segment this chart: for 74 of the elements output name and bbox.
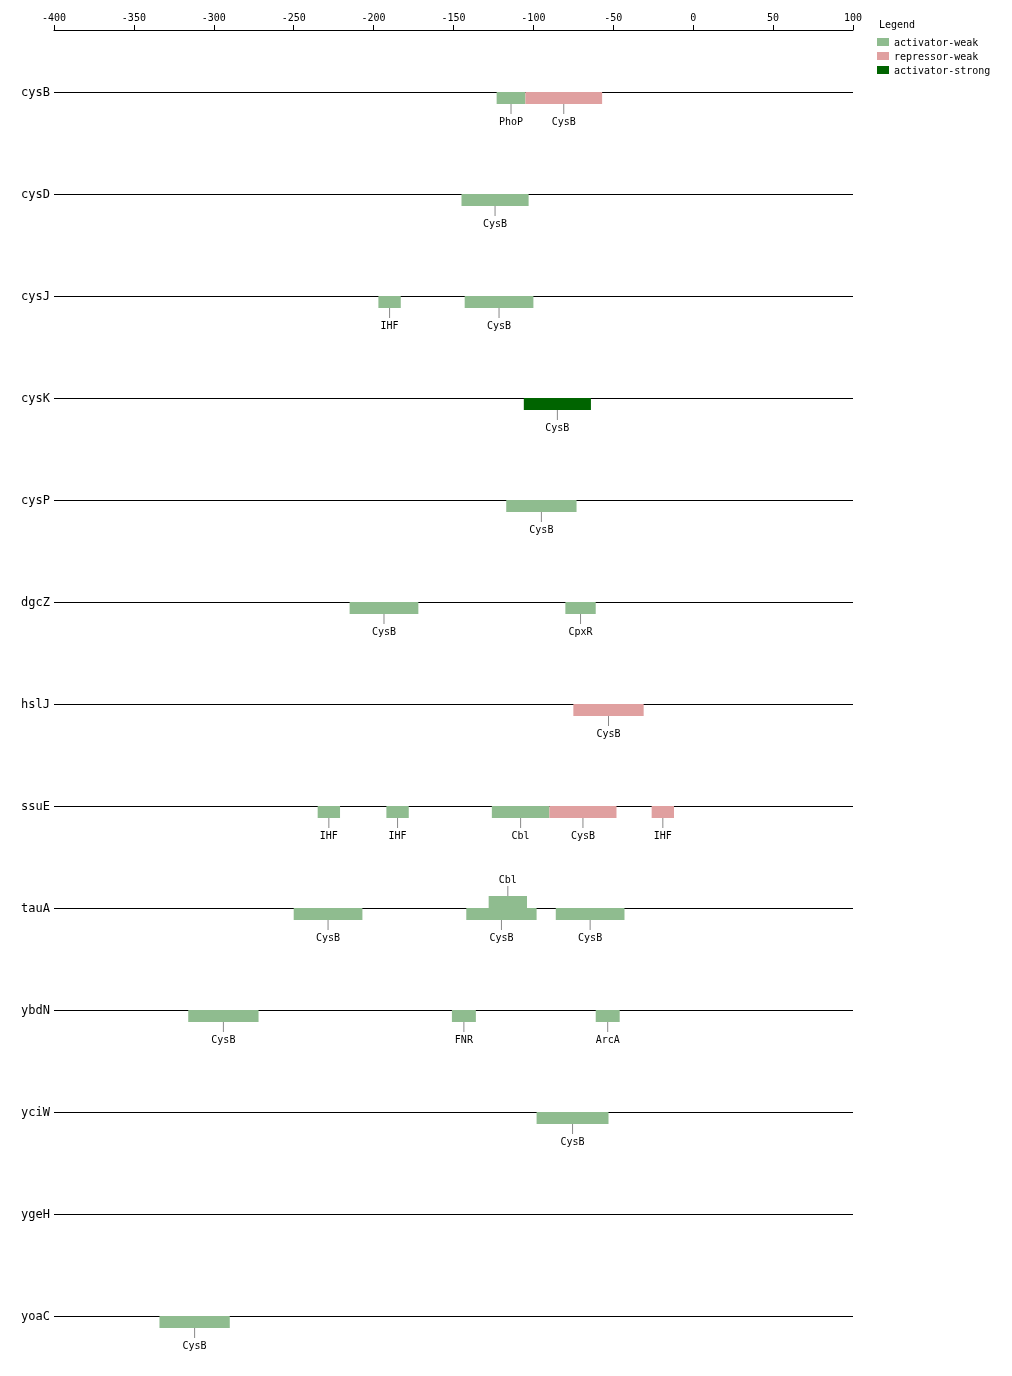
x-tick-label: 50 — [767, 11, 780, 23]
data-label: PhoP — [498, 115, 524, 127]
y-tick-label: cysP — [21, 493, 50, 507]
x-tick-label: 100 — [843, 11, 863, 23]
data-label: IHF — [653, 829, 672, 841]
y-tick-label: tauA — [21, 901, 51, 915]
y-tick-label: ybdN — [21, 1003, 50, 1017]
legend-label: repressor-weak — [894, 50, 979, 62]
data-label: IHF — [319, 829, 338, 841]
bar — [573, 704, 644, 716]
legend-label: activator-weak — [894, 36, 979, 48]
data-label: CysB — [483, 217, 508, 229]
bar — [549, 806, 617, 818]
data-label: CysB — [545, 421, 570, 433]
bar — [386, 806, 409, 818]
bar — [378, 296, 401, 308]
data-label: CysB — [551, 115, 576, 127]
x-tick-label: -300 — [201, 11, 226, 23]
data-label: Cbl — [511, 829, 530, 841]
data-label: IHF — [388, 829, 407, 841]
data-label: IHF — [380, 319, 399, 331]
data-label: CysB — [182, 1339, 207, 1351]
y-tick-label: dgcZ — [21, 595, 50, 609]
x-tick-label: -400 — [41, 11, 67, 23]
bar — [159, 1316, 230, 1328]
bar — [496, 92, 526, 104]
legend-label: activator-strong — [894, 64, 991, 76]
bar — [491, 806, 550, 818]
bar — [451, 1010, 476, 1022]
y-tick-label: cysB — [21, 85, 50, 99]
data-label: CpxR — [568, 625, 594, 637]
bar — [188, 1010, 259, 1022]
x-tick-label: -250 — [281, 11, 306, 23]
x-tick-label: -200 — [361, 11, 386, 23]
data-label: CysB — [578, 931, 603, 943]
data-label: ArcA — [595, 1033, 620, 1045]
x-tick-label: -50 — [604, 11, 623, 23]
x-tick-label: -350 — [121, 11, 146, 23]
data-label: Cbl — [498, 873, 517, 885]
data-label: CysB — [371, 625, 397, 637]
bar — [525, 92, 603, 104]
legend-title: Legend — [879, 18, 916, 30]
y-tick-label: hslJ — [21, 697, 50, 711]
bar — [651, 806, 675, 818]
bar — [349, 602, 419, 614]
data-label: CysB — [560, 1135, 585, 1147]
y-tick-label: ygeH — [21, 1207, 50, 1221]
y-tick-label: yoaC — [21, 1309, 50, 1323]
data-label: CysB — [316, 931, 341, 943]
data-label: CysB — [211, 1033, 236, 1045]
bar — [461, 194, 529, 206]
data-label: CysB — [489, 931, 514, 943]
y-tick-label: cysJ — [21, 289, 50, 303]
bar — [523, 398, 591, 410]
x-tick-label: -150 — [441, 11, 466, 23]
x-tick-label: -100 — [521, 11, 546, 23]
y-tick-label: ssuE — [21, 799, 50, 813]
data-label: FNR — [454, 1033, 474, 1045]
bar — [464, 296, 534, 308]
data-label: CysB — [570, 829, 595, 841]
data-label: CysB — [596, 727, 621, 739]
x-tick-label: 0 — [690, 11, 697, 23]
data-label: CysB — [529, 523, 554, 535]
bar — [317, 806, 341, 818]
data-label: CysB — [487, 319, 512, 331]
bar — [565, 602, 596, 614]
bar — [506, 500, 577, 512]
bar — [555, 908, 625, 920]
y-tick-label: cysK — [21, 391, 51, 405]
bar — [595, 1010, 620, 1022]
bar — [536, 1112, 609, 1124]
y-tick-label: cysD — [21, 187, 50, 201]
y-tick-label: yciW — [21, 1105, 51, 1119]
bar — [293, 908, 363, 920]
